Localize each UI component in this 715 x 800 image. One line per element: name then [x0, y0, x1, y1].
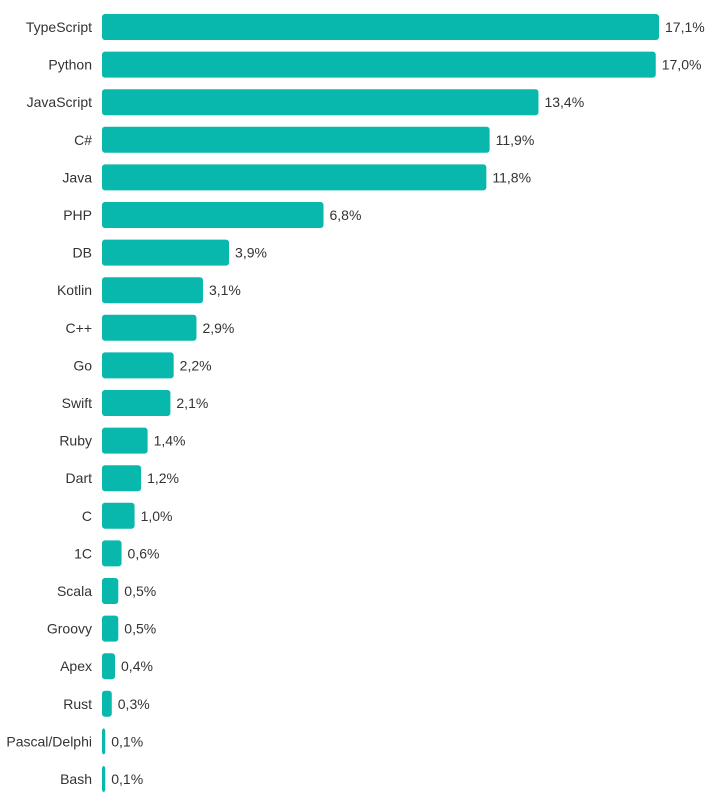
bar	[102, 502, 135, 529]
value-label: 0,4%	[121, 658, 153, 674]
bar	[102, 314, 197, 341]
value-label: 0,3%	[118, 696, 150, 712]
value-label: 17,0%	[662, 57, 702, 73]
value-label: 2,9%	[202, 320, 234, 336]
value-label: 0,1%	[111, 733, 143, 749]
value-label: 3,9%	[235, 245, 267, 261]
bar	[102, 164, 487, 191]
bar	[102, 390, 171, 416]
value-label: 0,1%	[111, 771, 143, 787]
category-label: Kotlin	[57, 282, 92, 298]
bar	[102, 202, 324, 228]
category-label: JavaScript	[27, 94, 92, 110]
bar	[102, 239, 230, 266]
value-label: 2,2%	[180, 357, 212, 373]
bar	[102, 728, 106, 755]
value-label: 17,1%	[665, 19, 705, 35]
bar	[102, 51, 656, 78]
value-label: 1,2%	[147, 470, 179, 486]
value-label: 1,0%	[141, 508, 173, 524]
value-label: 13,4%	[544, 94, 584, 110]
value-label: 3,1%	[209, 282, 241, 298]
bar	[102, 427, 148, 454]
category-label: C	[82, 508, 92, 524]
category-label: C++	[66, 320, 92, 336]
bar	[102, 653, 116, 680]
bar	[102, 578, 119, 604]
value-label: 0,5%	[124, 583, 156, 599]
category-label: Apex	[60, 658, 92, 674]
category-label: 1C	[74, 545, 92, 561]
category-label: Python	[48, 57, 92, 73]
bar	[102, 465, 142, 492]
bar	[102, 690, 112, 717]
category-label: Ruby	[59, 433, 92, 449]
value-label: 0,6%	[128, 545, 160, 561]
category-label: Rust	[63, 696, 92, 712]
bar	[102, 14, 659, 40]
value-label: 1,4%	[154, 433, 186, 449]
category-label: Java	[62, 169, 92, 185]
value-label: 11,9%	[496, 132, 535, 148]
bar	[102, 766, 106, 792]
category-label: Pascal/Delphi	[6, 733, 92, 749]
value-label: 11,8%	[492, 169, 531, 185]
value-label: 0,5%	[124, 621, 156, 637]
category-label: TypeScript	[26, 19, 92, 35]
category-label: Swift	[62, 395, 92, 411]
bar	[102, 352, 174, 379]
category-label: PHP	[63, 207, 92, 223]
bar	[102, 615, 119, 642]
value-label: 6,8%	[329, 207, 361, 223]
category-label: Bash	[60, 771, 92, 787]
category-label: Go	[73, 357, 92, 373]
category-label: C#	[74, 132, 92, 148]
category-label: Scala	[57, 583, 92, 599]
value-label: 2,1%	[176, 395, 208, 411]
bar	[102, 89, 539, 116]
bar	[102, 126, 490, 153]
bar	[102, 540, 122, 567]
category-label: Dart	[66, 470, 93, 486]
category-label: Groovy	[47, 621, 92, 637]
category-label: DB	[73, 245, 92, 261]
bar	[102, 277, 203, 304]
